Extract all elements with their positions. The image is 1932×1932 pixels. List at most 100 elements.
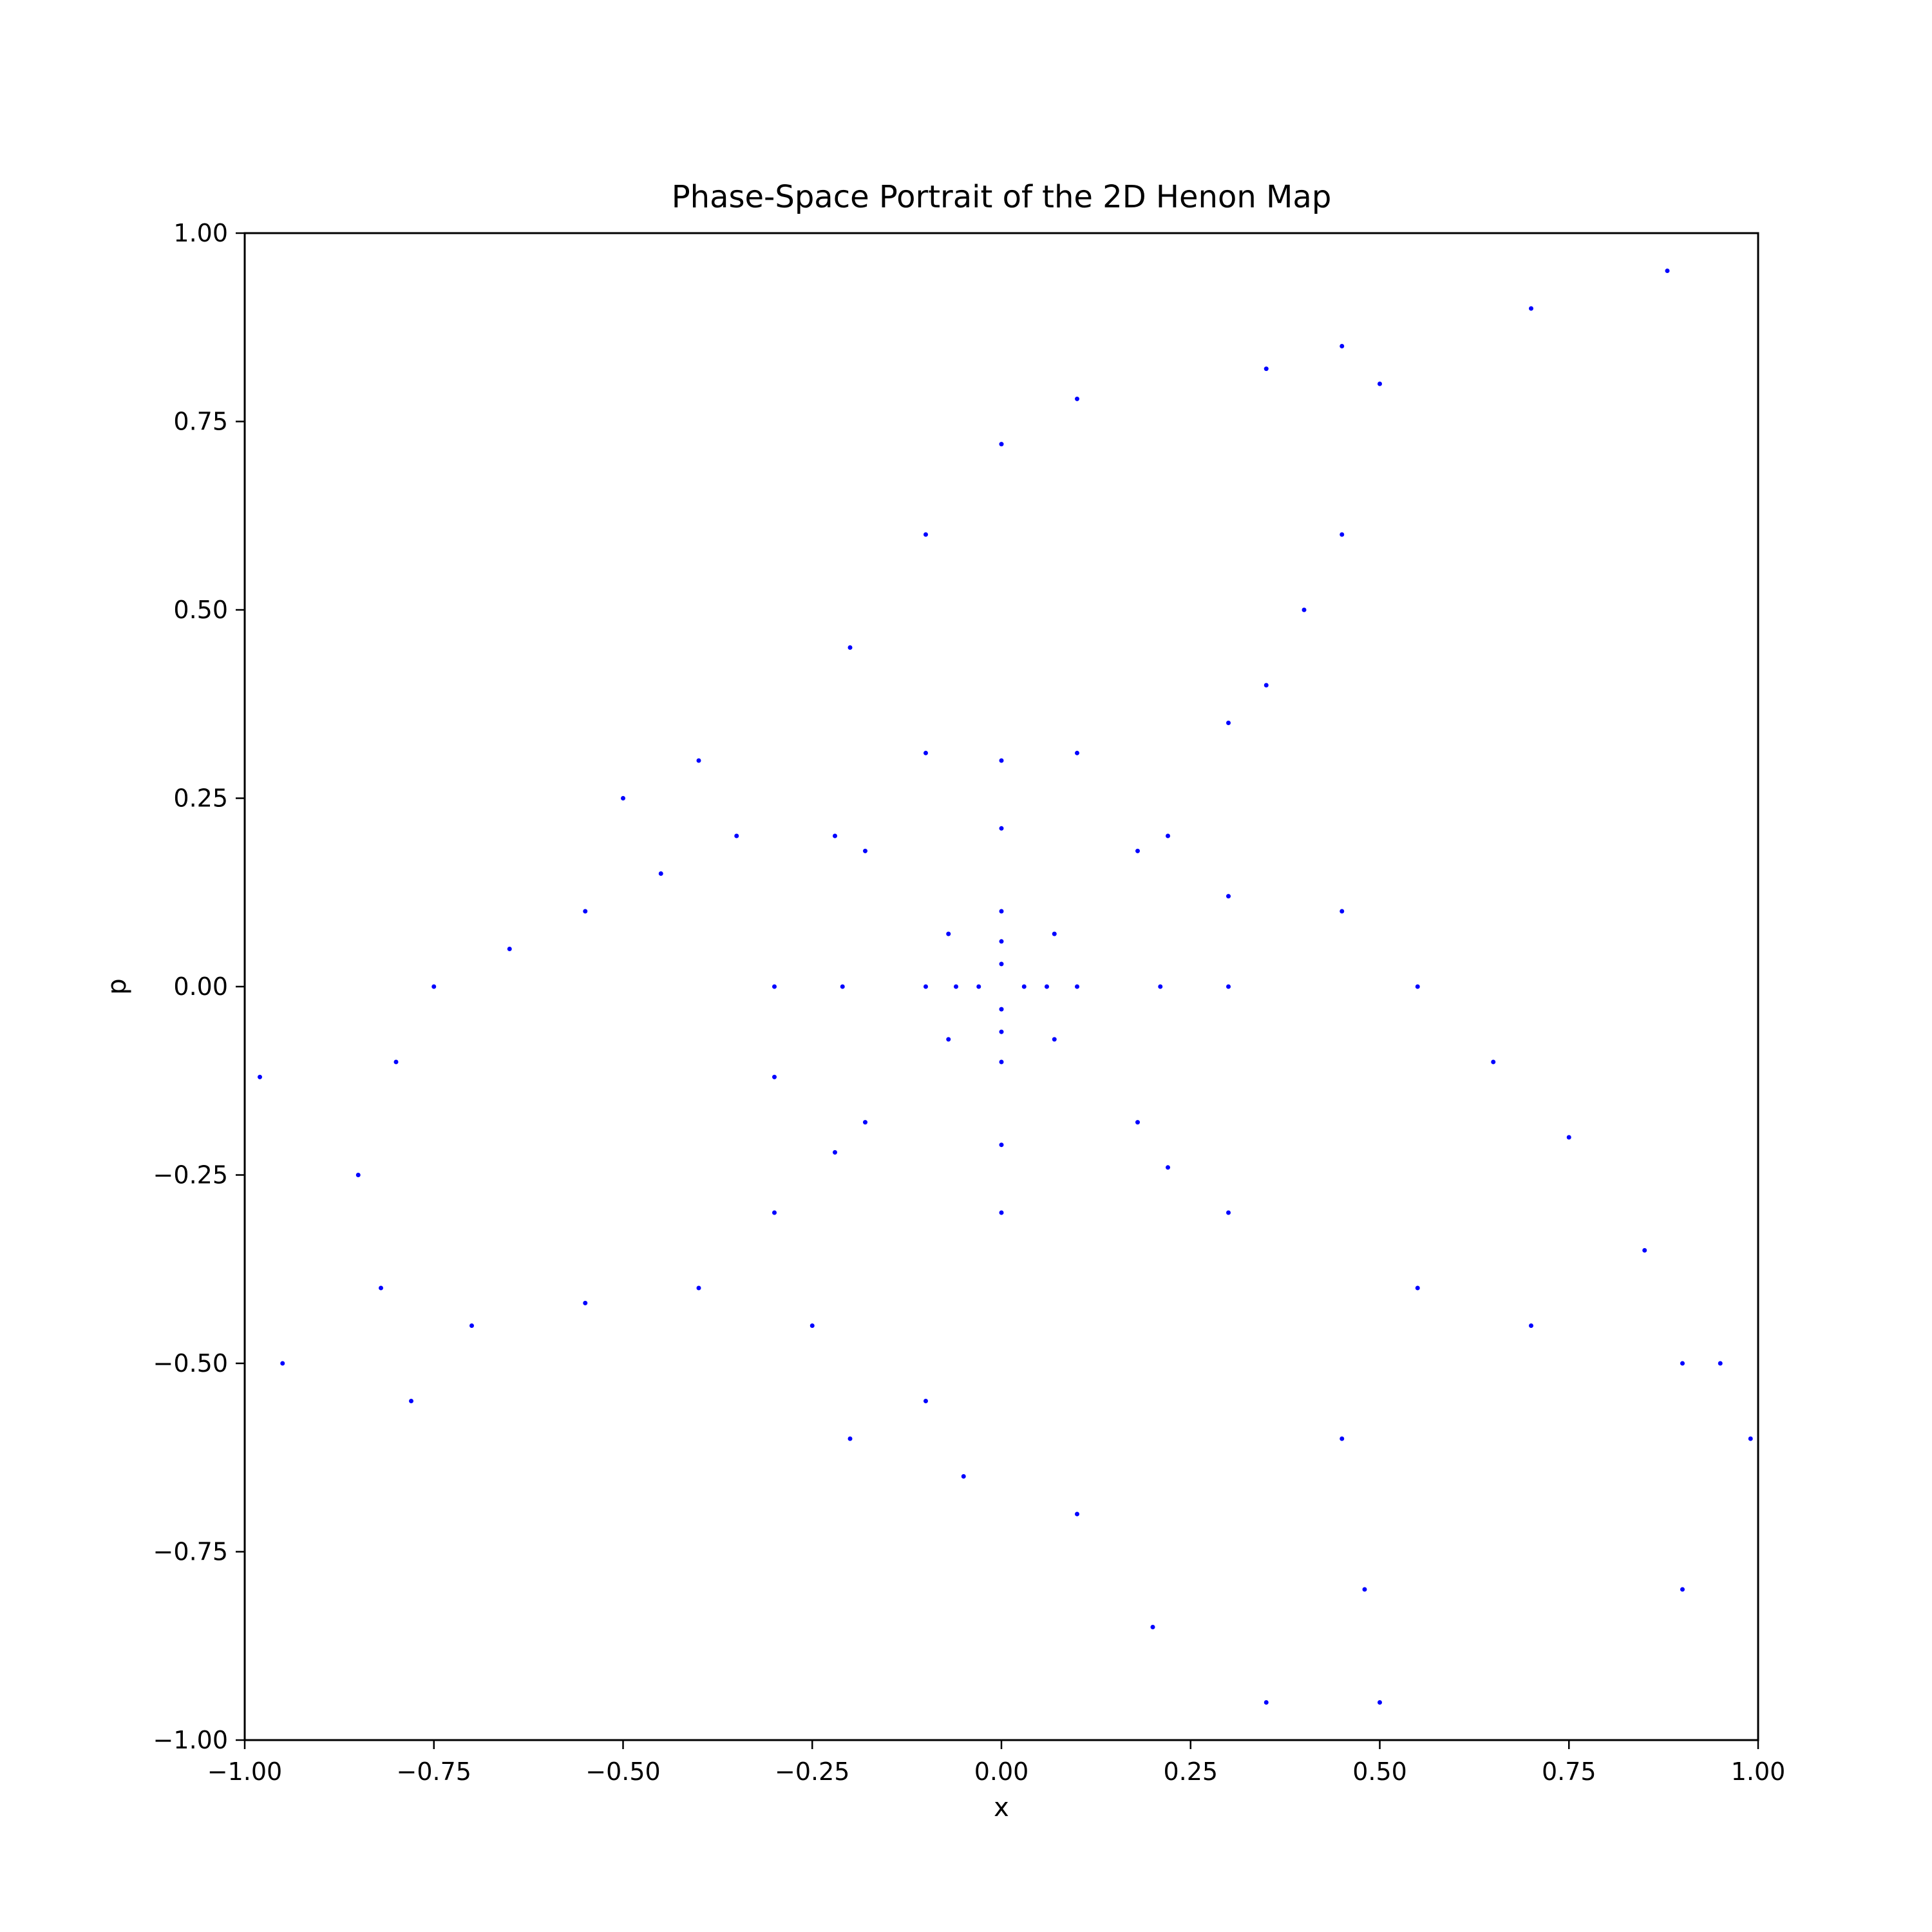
data-point bbox=[1680, 1587, 1685, 1592]
data-point bbox=[431, 984, 437, 989]
chart-title: Phase-Space Portrait of the 2D Henon Map bbox=[672, 179, 1332, 215]
x-tick-label: 1.00 bbox=[1731, 1757, 1786, 1786]
data-point bbox=[1226, 1210, 1231, 1215]
data-point bbox=[1052, 1037, 1057, 1042]
x-tick-label: −0.75 bbox=[397, 1757, 471, 1786]
data-point bbox=[1415, 1285, 1420, 1291]
plot-frame bbox=[243, 232, 1759, 1741]
y-tick-label: −0.75 bbox=[153, 1538, 228, 1566]
data-point bbox=[696, 1285, 701, 1291]
data-point bbox=[583, 1300, 588, 1305]
y-tick-label: 0.50 bbox=[173, 596, 228, 624]
data-point bbox=[1075, 984, 1079, 989]
data-point bbox=[1166, 833, 1170, 838]
data-point bbox=[621, 796, 625, 800]
data-point bbox=[863, 1120, 867, 1125]
data-point bbox=[1718, 1361, 1723, 1366]
data-point bbox=[1680, 1361, 1685, 1366]
data-point bbox=[734, 833, 739, 838]
data-point bbox=[840, 984, 845, 989]
y-tick-label: 1.00 bbox=[173, 219, 228, 247]
data-point bbox=[409, 1399, 413, 1403]
data-point bbox=[258, 1074, 262, 1079]
data-point bbox=[1529, 1323, 1533, 1328]
data-point bbox=[1378, 1700, 1382, 1705]
data-point bbox=[1166, 1165, 1170, 1170]
data-point bbox=[1264, 366, 1269, 372]
data-point bbox=[1665, 269, 1670, 273]
y-tick-label: −1.00 bbox=[153, 1726, 228, 1754]
data-point bbox=[658, 871, 663, 876]
data-point bbox=[1362, 1587, 1367, 1592]
x-tick-label: 0.00 bbox=[974, 1757, 1029, 1786]
x-tick-label: 0.75 bbox=[1542, 1757, 1596, 1786]
x-tick-label: 0.25 bbox=[1163, 1757, 1218, 1786]
data-point bbox=[379, 1285, 383, 1291]
data-point bbox=[1415, 984, 1420, 989]
data-point bbox=[1052, 931, 1057, 936]
axis-ticks: −1.00 −0.75 −0.50 −0.25 0.00 0.25 0.50 0.75 1.00… bbox=[153, 219, 1786, 1786]
data-point bbox=[1135, 848, 1140, 853]
data-point bbox=[1340, 909, 1345, 914]
data-point bbox=[393, 1059, 399, 1065]
data-point bbox=[923, 984, 928, 989]
data-point bbox=[999, 1029, 1004, 1034]
y-axis-label: p bbox=[102, 978, 132, 994]
data-point bbox=[999, 1210, 1004, 1215]
data-point bbox=[1045, 984, 1049, 989]
y-tick-label: 0.25 bbox=[173, 784, 228, 813]
data-point bbox=[1340, 1436, 1345, 1441]
data-point bbox=[1302, 607, 1307, 612]
x-tick-label: −0.50 bbox=[585, 1757, 660, 1786]
data-point bbox=[1150, 1625, 1155, 1629]
data-point bbox=[469, 1323, 474, 1328]
data-point bbox=[999, 939, 1004, 944]
data-point bbox=[999, 758, 1004, 763]
data-point bbox=[1340, 344, 1345, 348]
data-point bbox=[1340, 532, 1345, 537]
data-point bbox=[923, 1399, 928, 1403]
data-point bbox=[1566, 1135, 1571, 1140]
data-point bbox=[1264, 1700, 1269, 1705]
data-point bbox=[976, 984, 981, 989]
data-points bbox=[258, 269, 1753, 1705]
data-point bbox=[999, 1007, 1004, 1012]
x-axis-label: x bbox=[994, 1793, 1009, 1823]
data-point bbox=[355, 1173, 361, 1177]
y-tick-label: 0.00 bbox=[173, 972, 228, 1001]
data-point bbox=[1642, 1248, 1647, 1253]
x-tick-label: −0.25 bbox=[775, 1757, 849, 1786]
data-point bbox=[954, 984, 958, 989]
data-point bbox=[1491, 1059, 1496, 1065]
data-point bbox=[999, 442, 1004, 447]
data-point bbox=[1748, 1436, 1753, 1441]
data-point bbox=[833, 1150, 837, 1155]
data-point bbox=[1021, 984, 1027, 989]
data-point bbox=[863, 848, 867, 853]
data-point bbox=[1135, 1120, 1140, 1125]
data-point bbox=[999, 909, 1004, 914]
data-point bbox=[280, 1361, 285, 1366]
data-point bbox=[999, 1142, 1004, 1148]
data-point bbox=[1075, 1511, 1079, 1517]
data-point bbox=[810, 1323, 815, 1328]
data-point bbox=[1075, 396, 1079, 401]
data-point bbox=[1075, 750, 1079, 755]
data-point bbox=[1529, 306, 1533, 311]
data-point bbox=[583, 909, 588, 914]
data-point bbox=[507, 947, 512, 951]
data-point bbox=[772, 984, 777, 989]
data-point bbox=[999, 961, 1004, 967]
data-point bbox=[946, 1037, 951, 1042]
data-point bbox=[772, 1210, 777, 1215]
data-point bbox=[1226, 984, 1231, 989]
x-tick-label: −1.00 bbox=[207, 1757, 282, 1786]
data-point bbox=[923, 532, 928, 537]
data-point bbox=[1264, 683, 1269, 688]
x-tick-label: 0.50 bbox=[1352, 1757, 1407, 1786]
data-point bbox=[946, 931, 951, 936]
y-tick-label: −0.25 bbox=[153, 1161, 228, 1189]
data-point bbox=[1226, 894, 1231, 899]
